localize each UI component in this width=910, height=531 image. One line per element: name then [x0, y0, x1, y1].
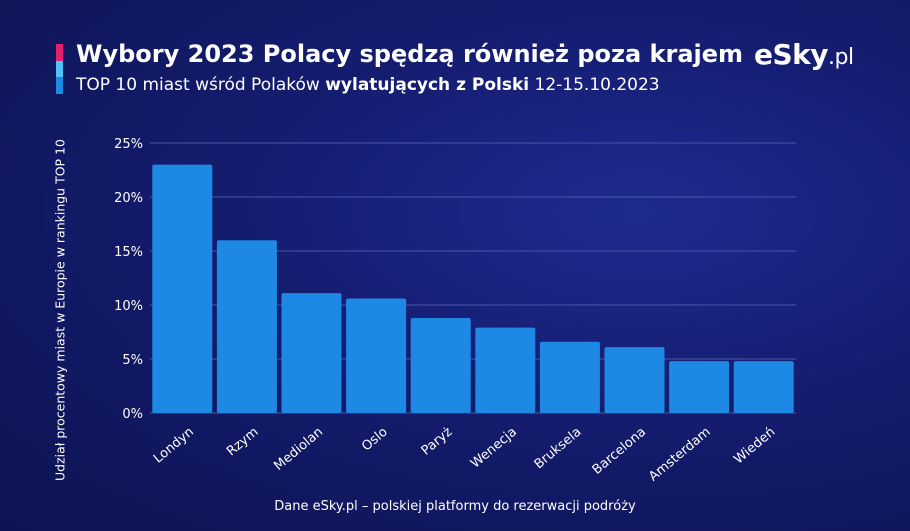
subtitle-bold: wylatujących z Polski — [325, 75, 530, 95]
x-tick-label: Bruksela — [532, 425, 585, 473]
bar-amsterdam — [669, 361, 730, 413]
y-tick-label: 10% — [114, 299, 143, 314]
x-tick-label: Amsterdam — [646, 425, 713, 485]
x-tick-label: Barcelona — [590, 425, 649, 478]
x-tick-label: Paryż — [419, 424, 456, 458]
y-tick-label: 5% — [122, 353, 143, 368]
bar-wiedeń — [733, 361, 794, 413]
bar-oslo — [346, 298, 407, 413]
y-tick-label: 0% — [122, 407, 143, 422]
bar-paryż — [410, 317, 471, 413]
x-tick-labels: Londyn Rzym Mediolan Oslo Paryż Wenecja Brukse… — [151, 424, 778, 484]
logo-domain: .pl — [828, 45, 854, 70]
y-tick-label: 25% — [114, 137, 143, 152]
x-tick-label: Mediolan — [271, 425, 326, 474]
logo-brand: eSky — [754, 38, 829, 71]
chart-subtitle: TOP 10 miast wśród Polaków wylatujących … — [76, 75, 660, 95]
y-tick-label: 20% — [114, 191, 143, 206]
bar-wenecja — [475, 327, 536, 413]
bars — [152, 164, 794, 413]
accent-bar-blue — [56, 77, 63, 94]
y-tick-label: 15% — [114, 245, 143, 260]
x-tick-label: Londyn — [151, 425, 197, 467]
data-source-note: Dane eSky.pl – polskiej platformy do rez… — [274, 499, 636, 514]
esky-logo: eSky.pl — [754, 38, 854, 71]
x-tick-label: Wenecja — [468, 425, 520, 472]
subtitle-prefix: TOP 10 miast wśród Polaków — [76, 75, 326, 95]
bar-barcelona — [604, 347, 665, 413]
chart-title: Wybory 2023 Polacy spędzą również poza k… — [76, 40, 744, 68]
y-tick-labels: 0% 5% 10% 15% 20% 25% — [114, 137, 143, 422]
accent-bar-pink — [56, 44, 63, 61]
x-tick-label: Wiedeń — [731, 425, 778, 468]
bar-bruksela — [539, 341, 600, 413]
accent-bar-cyan — [56, 61, 63, 77]
bar-londyn — [152, 164, 213, 413]
subtitle-suffix: 12-15.10.2023 — [529, 75, 660, 95]
bar-rzym — [216, 240, 277, 413]
x-tick-label: Rzym — [224, 425, 261, 460]
x-tick-label: Oslo — [359, 425, 391, 455]
bar-mediolan — [281, 293, 342, 413]
